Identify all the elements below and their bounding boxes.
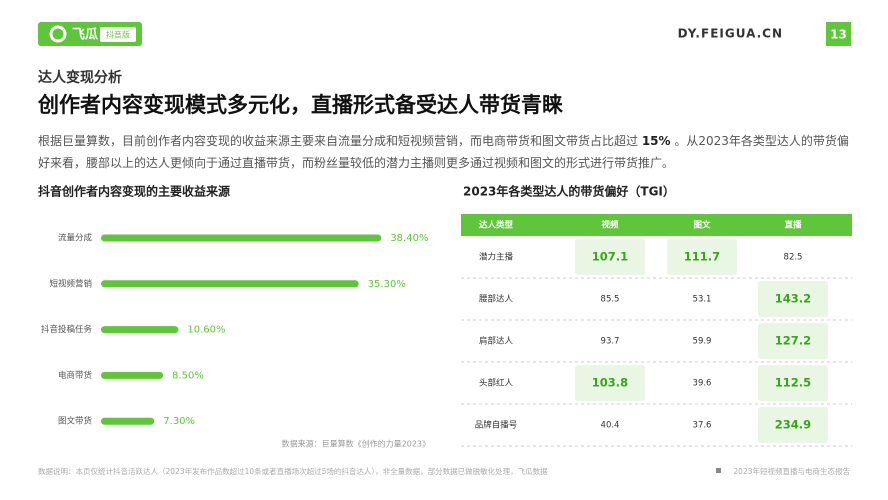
title: 创作者内容变现模式多元化，直播形式备受达人带货青睐 [37, 93, 563, 117]
category-label: 抖音投稿任务 [41, 324, 93, 335]
cell-highlight [758, 365, 828, 401]
paragraph: 根据巨量算数，目前创作者内容变现的收益来源主要来自流量分成和短视频营销，而电商带… [38, 130, 850, 174]
value-label: 8.50% [172, 370, 204, 381]
table-cell: 111.7 [684, 250, 720, 264]
site: DY.FEIGUA.CN [678, 27, 783, 41]
paragraph-text: 。从2023年各类型达人的带货偏好来看，腰部以上的达人更倾向于通过直播带货，而粉… [38, 134, 849, 170]
section: 达人变现分析 [38, 69, 122, 86]
row-label: 肩部达人 [479, 336, 514, 347]
bar [101, 417, 155, 425]
cell-highlight [758, 323, 828, 359]
logo-icon [49, 25, 67, 43]
category-label: 流量分成 [58, 233, 93, 244]
source: 数据来源：巨量算数《创作的力量2023》 [282, 439, 430, 449]
table-cell: 234.9 [775, 418, 811, 432]
logo-text: 飞瓜 [72, 28, 98, 43]
value-label: 38.40% [390, 233, 428, 244]
category-label: 电商带货 [58, 370, 93, 381]
cell-highlight [667, 239, 737, 275]
table-cell: 39.6 [693, 379, 712, 389]
footer-report: 2023年短视频直播与电商生态报告 [733, 466, 850, 476]
chart-title: 抖音创作者内容变现的主要收益来源 [38, 184, 230, 199]
bar [101, 326, 179, 334]
table-header: 图文 [693, 220, 711, 231]
table-header: 视频 [601, 220, 619, 231]
table-header: 直播 [784, 220, 802, 231]
table-title: 2023年各类型达人的带货偏好（TGI） [463, 184, 675, 199]
table-header: 达人类型 [479, 220, 514, 231]
table-cell: 112.5 [775, 376, 811, 390]
value-label: 35.30% [368, 279, 406, 290]
bar [101, 280, 359, 288]
bar [101, 371, 164, 379]
row-label: 品牌自播号 [475, 420, 518, 431]
row-label: 头部红人 [479, 378, 514, 389]
table-cell: 59.9 [693, 337, 712, 347]
row-label: 潜力主播 [479, 252, 514, 263]
table-header-bg [461, 214, 852, 236]
logo-badge-box [100, 27, 136, 42]
paragraph-highlight: 15% [641, 134, 671, 148]
page-number: 13 [830, 28, 847, 42]
footnote: 数据说明：本页仅统计抖音活跃达人（2023年发布作品数超过10条或者直播场次超过… [38, 466, 548, 476]
table-cell: 37.6 [693, 421, 712, 431]
table-cell: 127.2 [775, 334, 811, 348]
row-label: 腰部达人 [479, 294, 514, 305]
cell-highlight [758, 407, 828, 443]
table-cell: 53.1 [693, 295, 712, 305]
logo-badge: 抖音版 [106, 30, 130, 40]
value-label: 7.30% [163, 416, 195, 427]
category-label: 短视频营销 [49, 278, 92, 289]
table-cell: 107.1 [592, 250, 628, 264]
cell-highlight [575, 365, 645, 401]
cell-highlight [758, 281, 828, 317]
table-cell: 143.2 [775, 292, 811, 306]
table-cell: 40.4 [601, 421, 620, 431]
table-cell: 85.5 [601, 295, 620, 305]
footer-bullet [716, 468, 721, 473]
value-label: 10.60% [187, 325, 225, 336]
paragraph-text: 根据巨量算数，目前创作者内容变现的收益来源主要来自流量分成和短视频营销，而电商带… [38, 134, 642, 148]
cell-highlight [575, 239, 645, 275]
category-label: 图文带货 [58, 416, 93, 427]
table-cell: 93.7 [601, 337, 620, 347]
bar [101, 234, 382, 242]
table-cell: 82.5 [784, 253, 803, 263]
page-box [826, 22, 851, 46]
table-cell: 103.8 [592, 376, 628, 390]
